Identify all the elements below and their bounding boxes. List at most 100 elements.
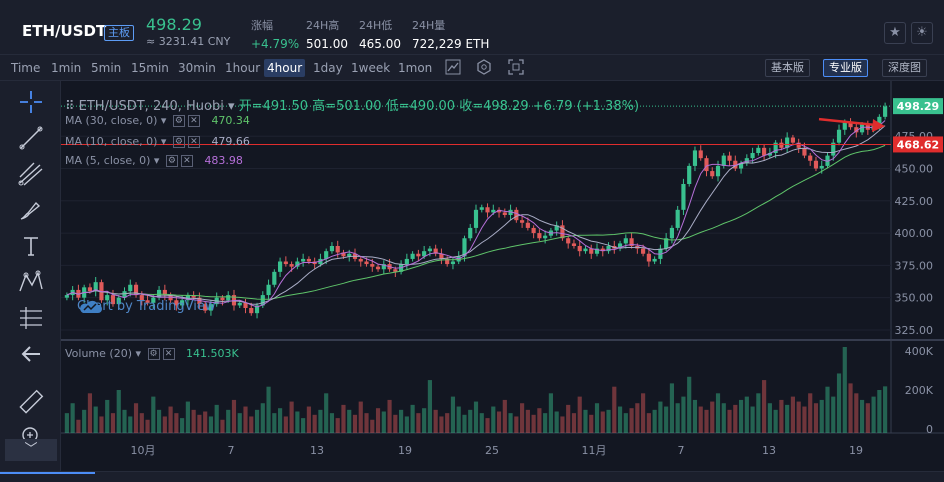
line-chart-icon — [445, 59, 461, 75]
text-tool[interactable] — [16, 231, 46, 261]
candle-body — [836, 129, 842, 143]
volume-label[interactable]: Volume (20) — [65, 347, 132, 360]
volume-bar — [566, 404, 571, 433]
legend-symbol[interactable]: ETH/USDT, 240, Huobi — [78, 99, 224, 114]
tf-time[interactable]: Time — [11, 61, 41, 75]
remove-close-icon[interactable]: ✕ — [187, 136, 200, 148]
candle-body — [335, 246, 340, 253]
remove-close-icon[interactable]: ✕ — [187, 115, 200, 127]
tf-1hour[interactable]: 1hour — [225, 61, 261, 75]
volume-bar — [439, 416, 444, 433]
text-icon — [24, 237, 38, 256]
ruler-tool[interactable] — [16, 387, 46, 417]
remove-close-icon[interactable]: ✕ — [180, 155, 193, 167]
time-tick-label: 10月 — [131, 444, 156, 457]
crosshair-tool[interactable] — [16, 87, 46, 117]
volume-bar — [220, 419, 225, 433]
tf-1week[interactable]: 1week — [351, 61, 391, 75]
toolbar-collapse-button[interactable]: ﹀ — [5, 439, 57, 461]
candle-body — [877, 116, 882, 125]
volume-bar — [485, 418, 490, 433]
tf-30min[interactable]: 30min — [178, 61, 216, 75]
candle-body — [249, 308, 254, 314]
view-depth-button[interactable]: 深度图 — [882, 59, 927, 77]
candle-body — [479, 207, 484, 210]
candle-body — [646, 253, 651, 262]
theme-toggle-icon[interactable]: ☀ — [911, 22, 933, 44]
volume-bar — [589, 414, 594, 433]
ma-label[interactable]: MA (30, close, 0) — [65, 114, 158, 127]
remove-close-icon[interactable]: ✕ — [162, 348, 175, 360]
prediction-tool[interactable] — [16, 303, 46, 333]
ma-label[interactable]: MA (10, close, 0) — [65, 135, 158, 148]
candlestick-chart[interactable]: 325.00350.00375.00400.00425.00450.00475.… — [61, 81, 944, 471]
candle-body — [698, 150, 703, 159]
settings-gear-icon[interactable]: ⚙ — [165, 155, 178, 167]
fullscreen-icon[interactable] — [507, 59, 525, 77]
candle-body — [226, 295, 231, 301]
bottom-status-bar — [0, 471, 944, 482]
volume-bar — [260, 403, 265, 433]
settings-gear-icon[interactable]: ⚙ — [147, 348, 160, 360]
volume-bar — [335, 418, 340, 433]
back-tool[interactable] — [16, 339, 46, 369]
candle-body — [266, 284, 271, 296]
volume-bar — [352, 414, 358, 433]
volume-legend: Volume (20) ▾ ⚙ ✕ 141.503K — [65, 347, 239, 360]
volume-bar — [600, 411, 605, 433]
volume-bar — [617, 406, 623, 433]
candle-body — [191, 295, 196, 298]
ma-label[interactable]: MA (5, close, 0) — [65, 154, 151, 167]
volume-bar — [64, 413, 69, 433]
candle-body — [110, 295, 116, 305]
chart-type-icon[interactable] — [444, 59, 462, 77]
ma-value: 470.34 — [211, 114, 250, 127]
ticker-header: ETH/USDT 主板 498.29 ≈ 3231.41 CNY 涨幅 +4.7… — [0, 0, 944, 55]
indicators-icon[interactable] — [475, 59, 493, 77]
volume-bar — [842, 347, 847, 433]
volume-bar — [560, 416, 565, 433]
legend-menu-icon[interactable]: ▾ — [228, 99, 239, 114]
brush-tool[interactable] — [16, 195, 46, 225]
tf-1day[interactable]: 1day — [313, 61, 343, 75]
volume-bar — [243, 406, 248, 433]
candle-body — [473, 209, 479, 228]
volume-bar — [381, 411, 386, 433]
pattern-tool[interactable] — [16, 267, 46, 297]
candle-body — [664, 238, 669, 249]
candle-body — [525, 222, 530, 228]
volume-bar — [687, 376, 692, 433]
volume-bar — [548, 393, 553, 433]
favorite-star-icon[interactable]: ★ — [884, 22, 906, 44]
settings-gear-icon[interactable]: ⚙ — [172, 115, 185, 127]
tf-4hour[interactable]: 4hour — [264, 59, 306, 77]
volume-bar — [445, 413, 450, 433]
volume-bar — [767, 403, 772, 433]
tf-15min[interactable]: 15min — [131, 61, 169, 75]
candle-body — [652, 258, 657, 262]
tf-1min[interactable]: 1min — [51, 61, 82, 75]
candle-body — [306, 258, 311, 262]
time-tick-label: 13 — [762, 444, 776, 457]
volume-bar — [698, 406, 703, 433]
chart-area[interactable]: 325.00350.00375.00400.00425.00450.00475.… — [61, 81, 944, 471]
view-basic-button[interactable]: 基本版 — [765, 59, 810, 77]
volume-bar — [623, 413, 628, 433]
view-pro-button[interactable]: 专业版 — [823, 59, 868, 77]
tradingview-watermark[interactable]: Chart by TradingView — [77, 299, 215, 314]
volume-bar — [813, 403, 819, 433]
volume-bar — [266, 386, 271, 433]
volume-bar — [710, 401, 715, 433]
trendline-tool[interactable] — [16, 123, 46, 153]
tf-1mon[interactable]: 1mon — [398, 61, 433, 75]
fib-tool[interactable] — [16, 159, 46, 189]
candle-body — [773, 142, 778, 153]
volume-bar — [779, 399, 784, 433]
candle-body — [370, 264, 375, 267]
tf-5min[interactable]: 5min — [91, 61, 122, 75]
volume-bar — [312, 414, 317, 433]
stat-volume: 24H量 722,229 ETH — [412, 17, 489, 51]
settings-gear-icon[interactable]: ⚙ — [172, 136, 185, 148]
candle-body — [220, 297, 225, 301]
candle-body — [790, 137, 796, 143]
